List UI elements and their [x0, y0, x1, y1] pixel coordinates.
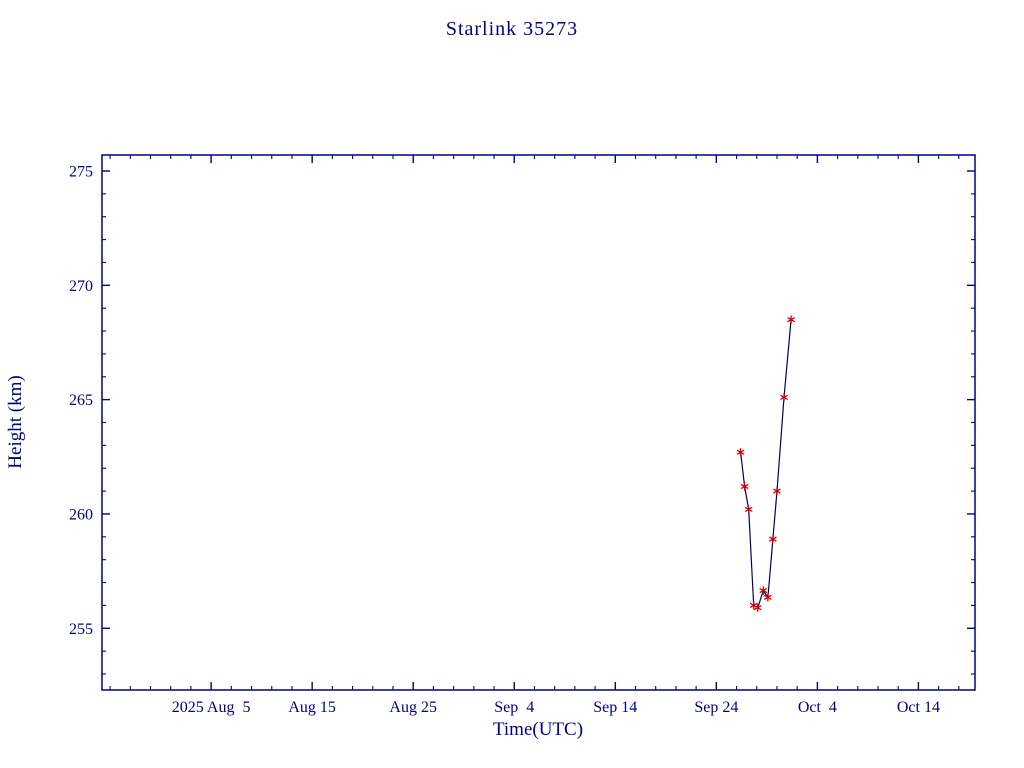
data-point-marker [740, 484, 749, 489]
x-tick-label: Aug 25 [389, 699, 437, 716]
x-tick-label: Sep 4 [494, 699, 534, 716]
x-tick-label: 2025 Aug 5 [172, 699, 251, 716]
y-tick-label: 270 [69, 278, 93, 295]
data-point-marker [749, 602, 758, 608]
y-tick-label: 275 [69, 164, 93, 181]
data-point-marker [753, 605, 762, 611]
y-tick-label: 260 [69, 506, 93, 523]
x-tick-label: Aug 15 [288, 699, 336, 716]
y-tick-label: 255 [69, 621, 93, 638]
height-line [740, 319, 792, 609]
chart-title: Starlink 35273 [445, 18, 579, 40]
data-point-marker [773, 488, 781, 494]
data-point-marker [769, 536, 777, 542]
plot-frame [101, 154, 976, 691]
x-axis-label: Time(UTC) [492, 719, 584, 740]
y-tick-label: 265 [69, 392, 93, 409]
x-tick-label: Oct 4 [798, 699, 837, 716]
x-tick-label: Sep 24 [694, 699, 738, 716]
data-point-marker [780, 394, 788, 400]
data-point-marker [787, 317, 795, 323]
x-tick-label: Sep 14 [593, 699, 637, 716]
data-point-marker [764, 594, 772, 600]
data-point-marker [759, 588, 768, 593]
data-point-marker [744, 506, 753, 512]
data-point-marker [736, 449, 745, 455]
x-tick-label: Oct 14 [897, 699, 940, 716]
